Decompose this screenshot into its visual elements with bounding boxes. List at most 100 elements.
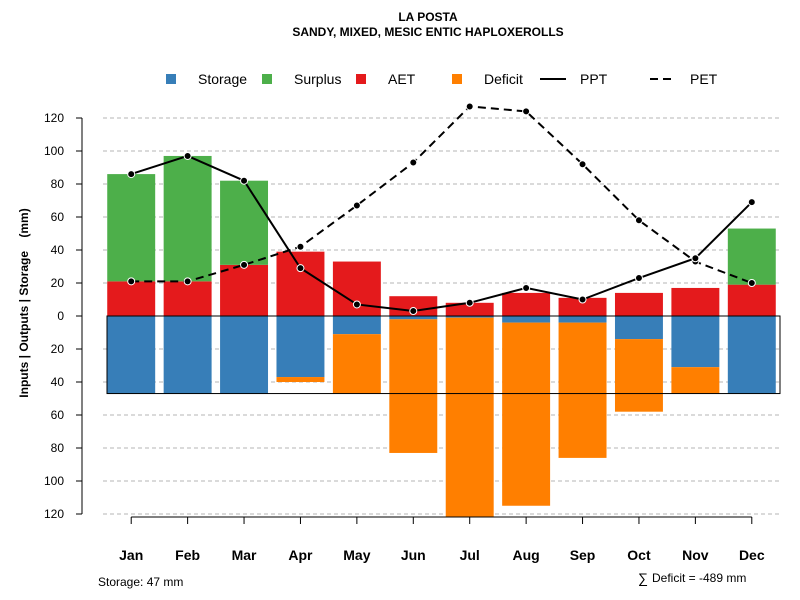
y-tick-label: 80 <box>51 441 65 455</box>
gridlines <box>103 117 780 515</box>
x-tick-label: May <box>343 547 370 563</box>
deficit-bar <box>502 322 551 506</box>
aet-bar <box>220 264 269 316</box>
legend-label: Storage <box>198 71 247 87</box>
chart-title: LA POSTA <box>398 10 458 24</box>
x-tick-label: Aug <box>513 547 540 563</box>
y-tick-label: 100 <box>44 474 64 488</box>
storage-bar <box>332 316 381 335</box>
y-tick-label: 120 <box>44 507 64 521</box>
y-tick-label: 80 <box>51 177 65 191</box>
pet-point <box>352 201 361 210</box>
deficit-bar <box>671 367 720 394</box>
sum-symbol: ∑ <box>638 570 648 586</box>
ppt-point <box>409 307 418 316</box>
y-tick-label: 40 <box>51 375 65 389</box>
y-axis-label: Inputs | Outputs | Storage (mm) <box>17 208 31 397</box>
surplus-bar <box>107 174 156 282</box>
y-tick-label: 0 <box>57 309 64 323</box>
pet-point <box>127 277 136 286</box>
deficit-legend-swatch <box>452 74 462 84</box>
storage-bar <box>614 316 663 340</box>
ppt-point <box>296 264 305 273</box>
surplus-bar <box>727 228 776 285</box>
surplus-legend-swatch <box>262 74 272 84</box>
chart-subtitle: SANDY, MIXED, MESIC ENTIC HAPLOXEROLLS <box>292 25 563 39</box>
deficit-bar <box>558 322 607 458</box>
aet-bar <box>389 296 438 316</box>
ppt-point <box>465 298 474 307</box>
pet-point <box>634 216 643 225</box>
ppt-point <box>352 300 361 309</box>
legend-label: Surplus <box>294 71 341 87</box>
pet-point <box>183 277 192 286</box>
axes: 120 100 80 60 40 20 0 20 40 60 80 100 120 Jan Feb Mar Ap… <box>44 111 765 563</box>
aet-bar <box>445 302 494 316</box>
ppt-point <box>747 198 756 207</box>
x-tick-label: Dec <box>739 547 765 563</box>
ppt-point <box>183 151 192 160</box>
pet-point <box>578 160 587 169</box>
x-tick-label: Nov <box>682 547 709 563</box>
deficit-footer: Deficit = -489 mm <box>652 571 746 585</box>
storage-legend-swatch <box>166 74 176 84</box>
storage-bar <box>558 316 607 323</box>
pet-point <box>522 107 531 116</box>
legend-label: PET <box>690 71 718 87</box>
deficit-bar <box>445 317 494 518</box>
x-tick-label: Jul <box>460 547 480 563</box>
surplus-bar <box>220 180 269 265</box>
aet-bar <box>614 292 663 316</box>
storage-bar <box>727 316 776 394</box>
ppt-point <box>522 283 531 292</box>
pet-point <box>296 242 305 251</box>
bars <box>107 155 776 518</box>
ppt-point <box>691 254 700 263</box>
deficit-bar <box>614 339 663 412</box>
storage-footer: Storage: 47 mm <box>98 575 183 589</box>
deficit-bar <box>276 377 325 382</box>
legend-label: Deficit <box>484 71 523 87</box>
aet-bar <box>671 287 720 316</box>
legend-label: PPT <box>580 71 608 87</box>
aet-bar <box>276 251 325 316</box>
ppt-point <box>578 295 587 304</box>
pet-point <box>465 102 474 111</box>
x-tick-label: Oct <box>627 547 651 563</box>
storage-bar <box>107 316 156 394</box>
y-tick-label: 100 <box>44 144 64 158</box>
ppt-point <box>127 170 136 179</box>
x-tick-label: Apr <box>288 547 313 563</box>
storage-bar <box>502 316 551 323</box>
x-tick-label: Sep <box>570 547 596 563</box>
y-tick-label: 120 <box>44 111 64 125</box>
pet-point <box>409 158 418 167</box>
y-tick-label: 20 <box>51 276 65 290</box>
aet-bar <box>727 284 776 316</box>
storage-bar <box>276 316 325 378</box>
x-tick-label: Jun <box>401 547 426 563</box>
legend: Storage Surplus AET Deficit PPT PET <box>166 71 718 87</box>
deficit-bar <box>389 319 438 453</box>
ppt-point <box>240 176 249 185</box>
ppt-line <box>130 154 753 313</box>
storage-capacity-frame <box>106 315 781 395</box>
aet-bar <box>107 281 156 316</box>
storage-bar <box>163 316 212 394</box>
storage-bar <box>445 316 494 318</box>
storage-bar <box>389 316 438 320</box>
storage-bar <box>220 316 269 394</box>
x-tick-label: Feb <box>175 547 200 563</box>
deficit-bar <box>332 334 381 394</box>
ppt-point <box>634 274 643 283</box>
x-tick-label: Jan <box>119 547 143 563</box>
aet-bar <box>163 281 212 316</box>
pet-point <box>747 279 756 287</box>
legend-label: AET <box>388 71 416 87</box>
y-tick-label: 60 <box>51 408 65 422</box>
x-tick-label: Mar <box>232 547 257 563</box>
aet-legend-swatch <box>356 74 366 84</box>
pet-point <box>240 260 249 269</box>
y-tick-label: 20 <box>51 342 65 356</box>
